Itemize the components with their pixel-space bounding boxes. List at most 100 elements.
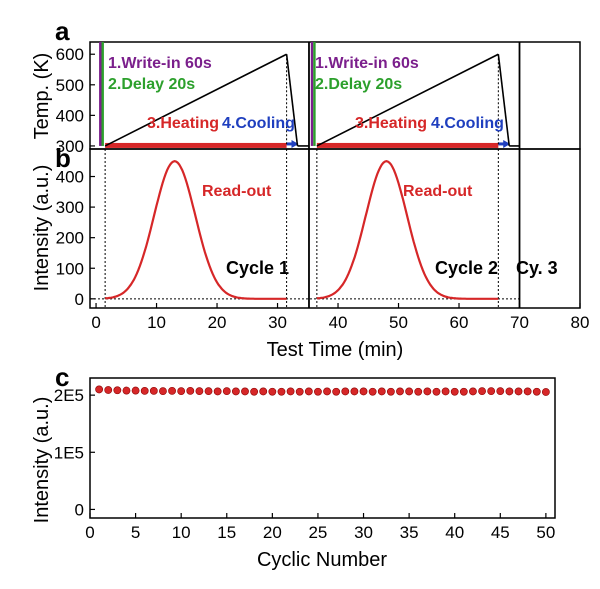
c-ytick-label: 1E5 — [54, 443, 84, 462]
data-point — [222, 387, 231, 396]
data-point — [469, 387, 477, 396]
temperature-segment — [104, 53, 287, 147]
panel-b-readout-curves — [104, 160, 499, 300]
c-xtick-label: 15 — [217, 523, 236, 542]
c-xtick-label: 20 — [263, 523, 282, 542]
panel-b-frame — [89, 148, 581, 309]
b-ytick-label: 300 — [56, 198, 84, 217]
data-point — [304, 387, 313, 396]
data-point — [204, 387, 213, 396]
c-xtick-label: 35 — [400, 523, 419, 542]
data-point — [277, 387, 286, 396]
data-point — [295, 387, 304, 396]
a-ytick-label: 400 — [56, 106, 84, 125]
c-xtick-label: 5 — [131, 523, 140, 542]
data-point — [350, 387, 359, 396]
data-point — [405, 387, 414, 396]
data-point — [250, 387, 259, 396]
c-ytick-label: 0 — [75, 500, 84, 519]
data-point — [478, 387, 486, 396]
data-point — [332, 387, 341, 396]
c-xtick-label: 25 — [308, 523, 327, 542]
b-ytick-label: 0 — [75, 290, 84, 309]
write-delay-bar — [101, 42, 104, 146]
b-xtick-label: 60 — [450, 313, 469, 332]
temperature-segment — [316, 53, 499, 147]
c-ytick-label: 2E5 — [54, 386, 84, 405]
data-point — [541, 388, 550, 396]
cycle-2-label: Cycle 2 — [435, 258, 498, 278]
data-point — [177, 387, 186, 396]
c-xtick-label: 0 — [85, 523, 94, 542]
b-xtick-label: 0 — [91, 313, 100, 332]
panel-a-ylabel: Temp. (K) — [31, 53, 53, 140]
c-xtick-label: 50 — [536, 523, 555, 542]
data-point — [131, 386, 140, 395]
panel-b: b Intensity (a.u.) 0 100 200 300 400 0 10 20 30 4… — [31, 143, 589, 361]
cycle-3-label: Cy. 3 — [516, 258, 558, 278]
write-delay-bar — [313, 42, 316, 146]
data-point — [323, 387, 331, 396]
b-xtick-label: 20 — [208, 313, 227, 332]
data-point — [241, 387, 249, 396]
panel-c-xlabel: Cyclic Number — [257, 549, 387, 571]
panel-b-guides — [90, 149, 521, 308]
data-point — [523, 387, 532, 396]
b-xtick-label: 30 — [268, 313, 287, 332]
panel-c-ylabel: Intensity (a.u.) — [31, 397, 53, 524]
b-xtick-label: 40 — [329, 313, 348, 332]
data-point — [149, 386, 158, 395]
panel-c-points — [95, 385, 550, 396]
panel-b-ticks: 0 100 200 300 400 0 10 20 30 40 50 60 70 80 — [56, 168, 590, 332]
b-xtick-label: 70 — [510, 313, 529, 332]
b-ytick-label: 100 — [56, 259, 84, 278]
data-point — [95, 385, 104, 394]
data-point — [259, 387, 268, 396]
data-point — [441, 387, 450, 396]
panel-a-temperature-profile — [104, 42, 521, 149]
c-xtick-label: 10 — [172, 523, 191, 542]
data-point — [186, 386, 195, 395]
data-point — [423, 387, 432, 396]
annotation-heating-2: 3.Heating — [355, 115, 427, 132]
panel-c-label: c — [55, 362, 69, 392]
c-xtick-label: 30 — [354, 523, 373, 542]
data-point — [432, 387, 441, 396]
c-xtick-label: 40 — [445, 523, 464, 542]
data-point — [496, 387, 505, 396]
data-point — [377, 387, 386, 396]
heating-bar — [316, 142, 499, 148]
data-point — [159, 387, 167, 396]
write-delay-bar — [99, 42, 102, 146]
a-ytick-label: 500 — [56, 76, 84, 95]
b-xtick-label: 10 — [147, 313, 166, 332]
panel-a-label: a — [55, 16, 70, 46]
annotation-readout-2: Read-out — [403, 183, 473, 200]
panel-b-ylabel: Intensity (a.u.) — [31, 165, 53, 292]
data-point — [195, 387, 204, 396]
temperature-segment — [497, 54, 511, 147]
readout-curve — [104, 160, 287, 300]
b-ytick-label: 400 — [56, 168, 84, 187]
data-point — [286, 387, 295, 396]
panel-b-label: b — [55, 143, 71, 173]
data-point — [386, 387, 395, 396]
panel-c-frame — [89, 377, 556, 519]
b-xtick-label: 50 — [389, 313, 408, 332]
cooling-arrowhead — [503, 139, 511, 148]
data-point — [314, 387, 322, 396]
temperature-segment — [285, 54, 299, 147]
data-point — [414, 387, 423, 396]
data-point — [514, 387, 523, 396]
b-ytick-label: 200 — [56, 229, 84, 248]
data-point — [140, 386, 149, 395]
data-point — [168, 386, 176, 395]
panel-b-xlabel: Test Time (min) — [267, 339, 404, 361]
data-point — [459, 387, 468, 396]
readout-curve — [316, 160, 499, 300]
annotation-write-in-2: 1.Write-in 60s — [315, 55, 419, 72]
data-point — [487, 387, 496, 396]
c-xtick-label: 45 — [491, 523, 510, 542]
data-point — [113, 386, 122, 395]
